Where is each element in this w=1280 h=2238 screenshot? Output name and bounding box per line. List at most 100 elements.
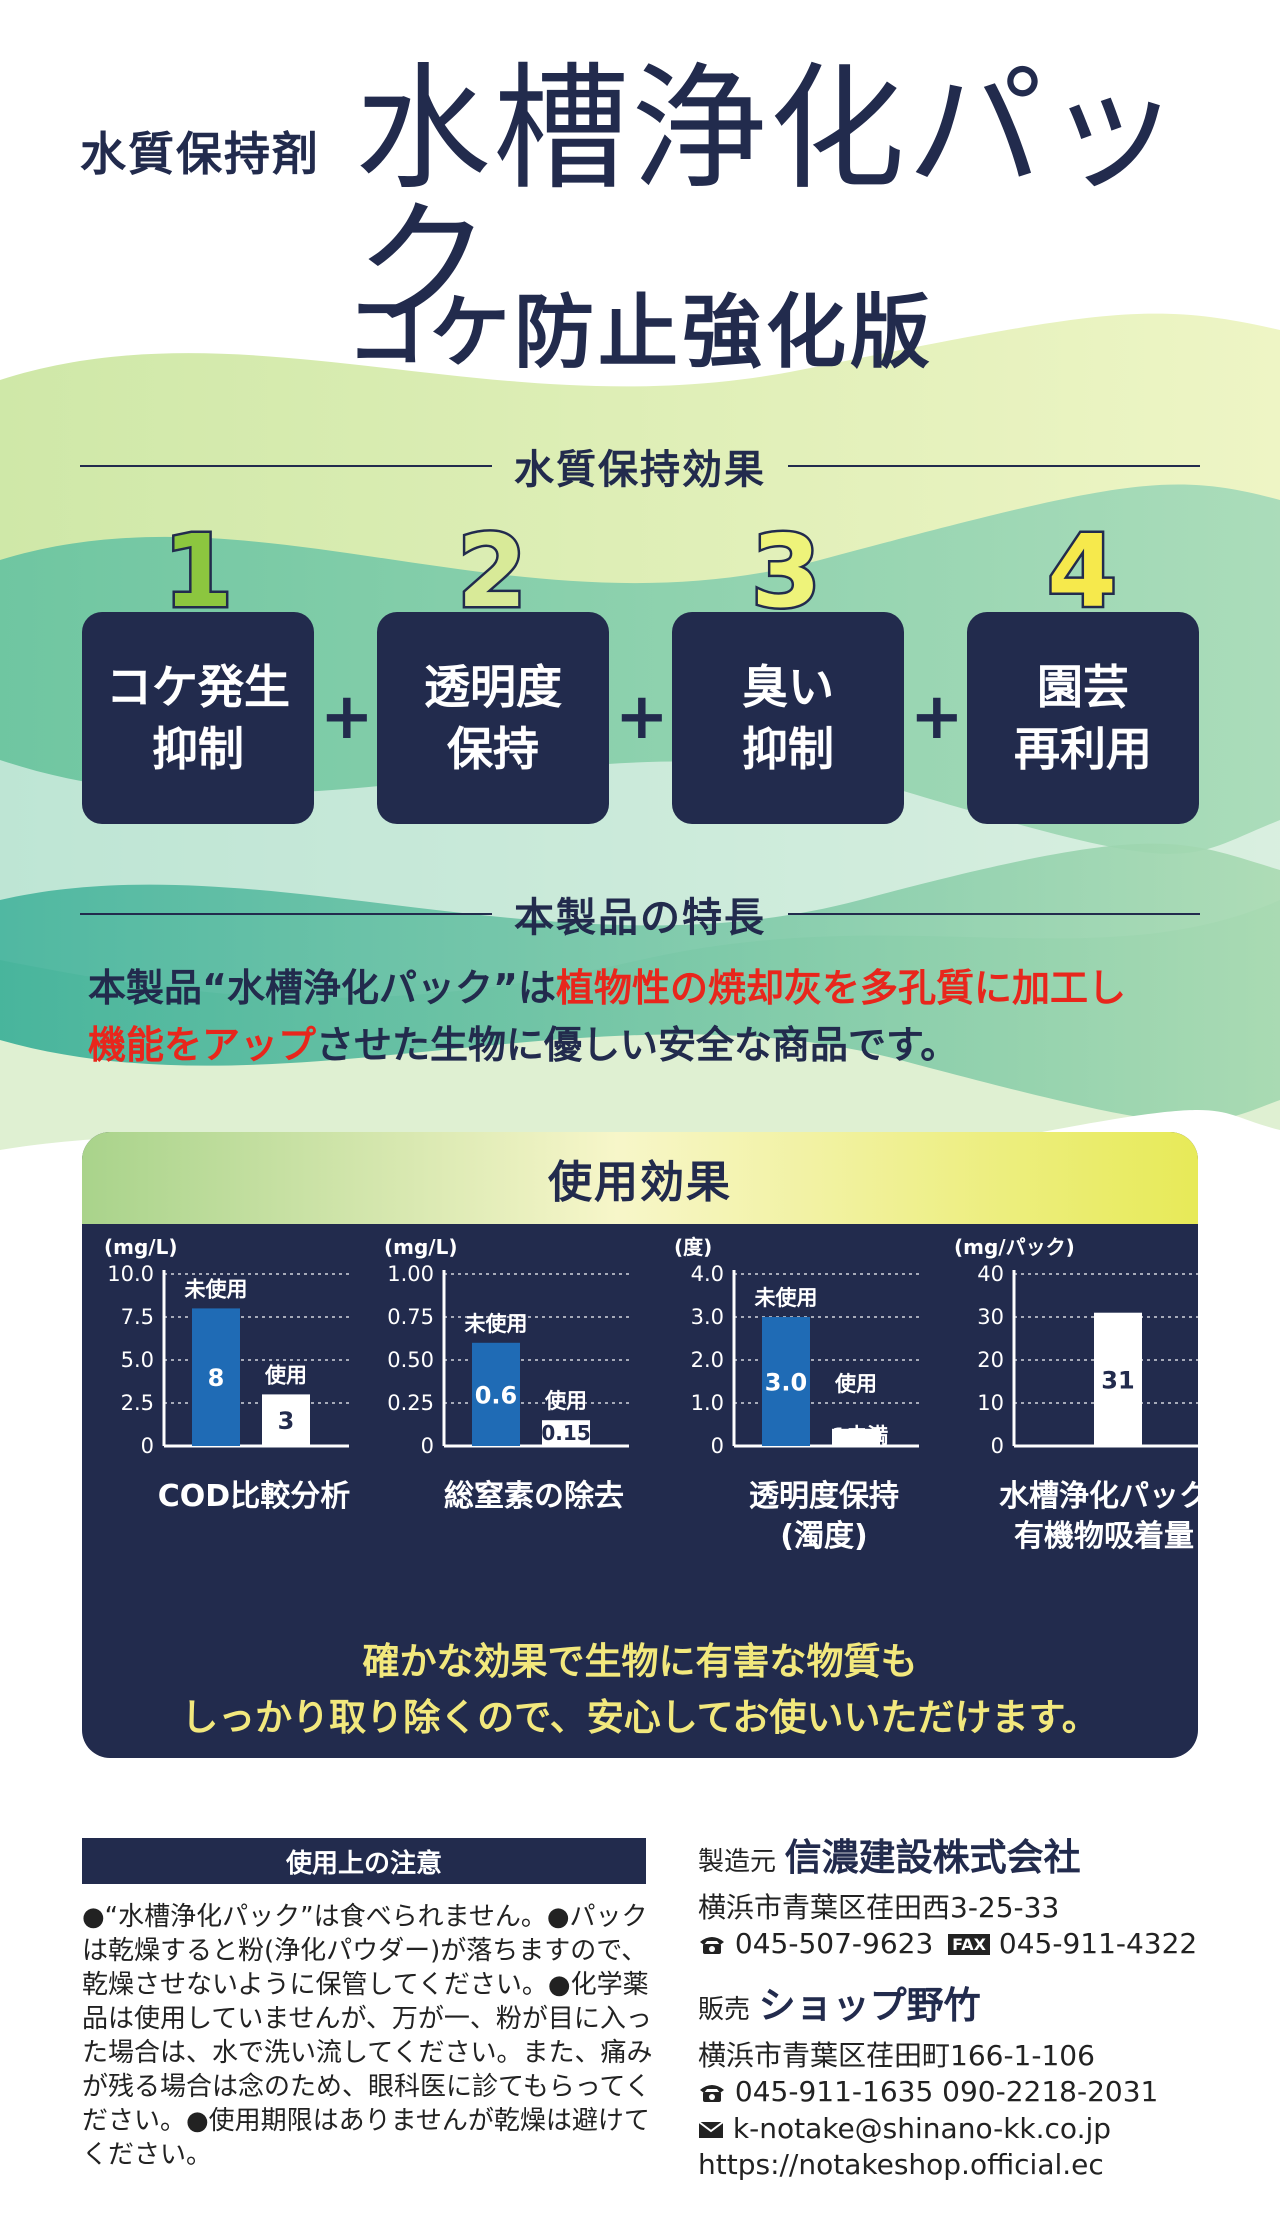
chart-tick-label: 2.5 [121, 1391, 154, 1415]
chart-tick-label: 0.50 [387, 1348, 434, 1372]
chart-tick-label: 0.25 [387, 1391, 434, 1415]
chart-title: 有機物吸着量 [1014, 1519, 1194, 1554]
chart-tick-label: 30 [977, 1305, 1004, 1329]
chart-tick-label: 1.0 [691, 1391, 724, 1415]
product-edition: コケ防止強化版 [346, 286, 934, 379]
chart-tick-label: 0 [421, 1434, 434, 1458]
chart-unit-label: (度) [674, 1235, 712, 1259]
manufacturer-address: 横浜市青葉区荏田西3-25-33 [698, 1891, 1060, 1925]
features-text: させた生物に優しい安全な商品です。 [316, 1023, 959, 1067]
chart-title: 透明度保持 [749, 1479, 899, 1514]
seller-role: 販売 [698, 1995, 751, 2025]
chart-bar [262, 1394, 310, 1446]
effect-card-line: 再利用 [1014, 722, 1152, 776]
divider [80, 465, 492, 467]
chart-unit-label: (mg/L) [384, 1235, 458, 1259]
effect-card-line: 保持 [447, 722, 539, 776]
seller-address: 横浜市青葉区荏田町166-1-106 [698, 2039, 1095, 2073]
plus-sign: + [320, 680, 374, 754]
seller-email[interactable]: k-notake@shinano-kk.co.jp [732, 2111, 1112, 2145]
phone-icon [700, 1937, 724, 1955]
effect-number-3: 3 [749, 513, 824, 630]
seller-block: 販売 ショップ野竹 横浜市青葉区荏田町166-1-106 045-911-163… [698, 1982, 1158, 2184]
features-heading-text: 本製品の特長 [514, 895, 766, 941]
effect-card-1: コケ発生 抑制 [82, 612, 314, 824]
chart-data-label: 3 [278, 1407, 295, 1435]
chart-tick-label: 0 [711, 1434, 724, 1458]
chart-data-label: 8 [208, 1364, 225, 1392]
divider [788, 465, 1200, 467]
seller-email-row: k-notake@shinano-kk.co.jp [698, 2111, 1158, 2147]
chart-tick-label: 4.0 [691, 1262, 724, 1286]
seller-tel: 045-911-1635 090-2218-2031 [734, 2075, 1159, 2109]
chart-category-label: 未使用 [465, 1312, 528, 1336]
chart-data-label: 31 [1101, 1366, 1134, 1394]
plus-sign: + [615, 680, 669, 754]
chart-category-label: 1未満 [832, 1424, 889, 1448]
manufacturer-block: 製造元 信濃建設株式会社 横浜市青葉区荏田西3-25-33 045-507-96… [698, 1834, 1197, 1963]
chart-title: 総窒素の除去 [444, 1479, 624, 1514]
effect-card-line: 抑制 [152, 722, 244, 776]
usage-panel: 使用効果 (mg/L) 10.0 7.5 5.0 2.5 0 8 未使用 3 使用 COD比較分析(… [82, 1132, 1198, 1758]
product-title: 水槽浄化パック [355, 51, 1183, 345]
chart-bar [472, 1342, 520, 1446]
chart-category-label: 未使用 [755, 1286, 818, 1310]
effect-card-2: 透明度 保持 [377, 612, 609, 824]
chart-data-label: 0.15 [541, 1421, 590, 1445]
features-text: 本製品“水槽浄化パック”は [88, 966, 556, 1010]
features-heading: 本製品の特長 [80, 884, 1200, 944]
chart-category-label: 使用 [544, 1389, 587, 1413]
effect-card-line: コケ発生 [106, 659, 290, 714]
notes-heading: 使用上の注意 [82, 1838, 646, 1884]
fax-badge: FAX [948, 1934, 990, 1956]
chart-tick-label: 0 [991, 1434, 1004, 1458]
effect-card-3: 臭い 抑制 [672, 612, 904, 824]
product-category: 水質保持剤 [80, 127, 320, 181]
chart-bar [192, 1308, 240, 1446]
seller-name: ショップ野竹 [758, 1984, 981, 2027]
divider [80, 913, 492, 915]
manufacturer-role: 製造元 [698, 1847, 777, 1877]
chart-tick-label: 2.0 [691, 1348, 724, 1372]
chart-category-label: 使用 [834, 1372, 877, 1396]
chart-unit-label: (mg/パック) [954, 1235, 1075, 1259]
chart-tick-label: 0.75 [387, 1305, 434, 1329]
chart-title: COD比較分析 [158, 1479, 350, 1514]
chart-tick-label: 10 [977, 1391, 1004, 1415]
chart-category-label: 未使用 [185, 1277, 248, 1301]
chart-tick-label: 1.00 [387, 1262, 434, 1286]
chart-title: (濁度) [780, 1519, 867, 1554]
phone-icon [700, 2085, 724, 2103]
manufacturer-name: 信濃建設株式会社 [784, 1836, 1081, 1879]
chart-data-label: 3.0 [765, 1369, 808, 1397]
manufacturer-fax: 045-911-4322 [998, 1927, 1198, 1961]
usage-heading: 使用効果 [82, 1132, 1198, 1224]
chart-tick-label: 7.5 [121, 1305, 154, 1329]
mail-icon [698, 2121, 724, 2138]
chart-tick-label: 10.0 [107, 1262, 154, 1286]
effect-number-4: 4 [1045, 513, 1120, 630]
chart-tick-label: 40 [977, 1262, 1004, 1286]
plus-sign: + [910, 680, 964, 754]
effect-card-line: 園芸 [1037, 659, 1129, 714]
chart-bar [542, 1420, 590, 1446]
effect-number-1: 1 [161, 513, 236, 630]
features-highlight: 植物性の焼却灰を多孔質に加工し [555, 966, 1126, 1010]
divider [788, 913, 1200, 915]
usage-footer-line: しっかり取り除くので、安心してお使いいただけます。 [181, 1695, 1099, 1739]
usage-charts: (mg/L) 10.0 7.5 5.0 2.5 0 8 未使用 3 使用 COD比較分析 (mg/L)… [104, 1235, 1198, 1554]
effect-number-2: 2 [455, 513, 530, 630]
effects-heading: 水質保持効果 [80, 436, 1200, 496]
effect-card-4: 園芸 再利用 [967, 612, 1199, 824]
features-highlight: 機能をアップ [88, 1023, 317, 1067]
seller-phone-row: 045-911-1635 090-2218-2031 [698, 2074, 1158, 2110]
chart-unit-label: (mg/L) [104, 1235, 178, 1259]
usage-footer: 確かな効果で生物に有害な物質も しっかり取り除くので、安心してお使いいただけます… [82, 1634, 1198, 1745]
chart-title: 水槽浄化パック [999, 1479, 1198, 1514]
effect-card-line: 透明度 [424, 659, 562, 714]
chart-tick-label: 5.0 [121, 1348, 154, 1372]
chart-tick-label: 20 [977, 1348, 1004, 1372]
chart-tick-label: 3.0 [691, 1305, 724, 1329]
seller-url[interactable]: https://notakeshop.official.ec [698, 2148, 1104, 2182]
manufacturer-phone-row: 045-507-9623 FAX 045-911-4322 [698, 1926, 1197, 1962]
